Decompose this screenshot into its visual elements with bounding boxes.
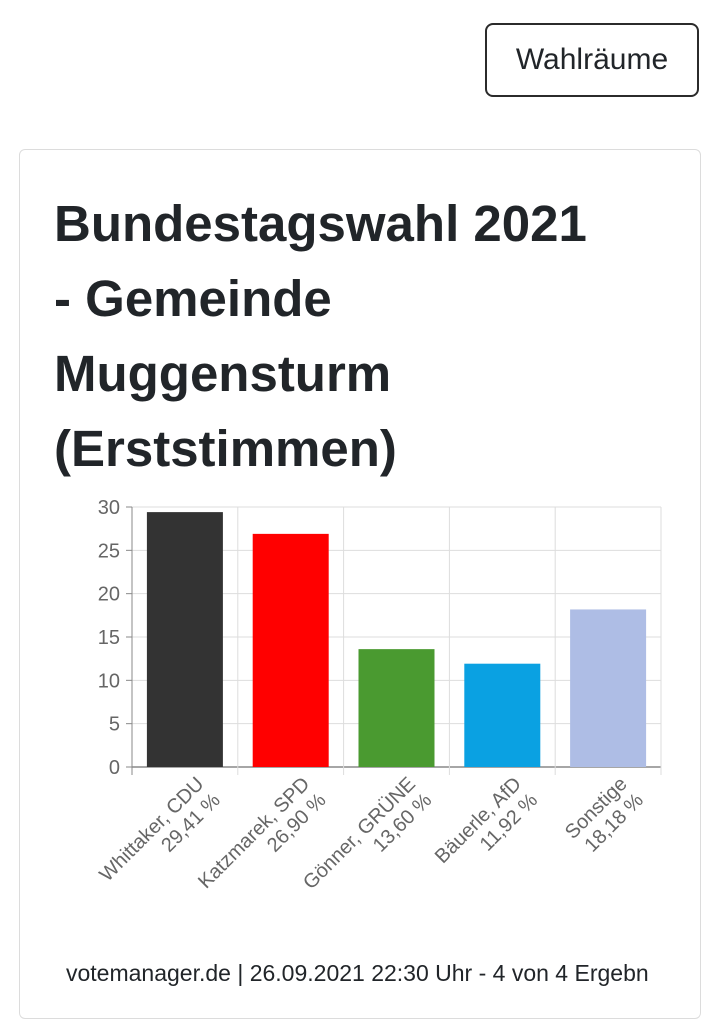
bar <box>464 663 541 767</box>
title-line-3: Muggensturm <box>54 345 392 402</box>
wahlraeume-button[interactable]: Wahlräume <box>485 23 699 97</box>
results-card: Bundestagswahl 2021 - Gemeinde Muggenstu… <box>19 149 701 1019</box>
y-tick-label: 20 <box>98 584 120 606</box>
y-tick-label: 5 <box>109 714 120 736</box>
x-tick-label: Bäuerle, AfD11,92 % <box>431 773 542 884</box>
bar <box>358 649 435 767</box>
x-tick-label: Gönner, GRÜNE13,60 % <box>299 773 436 910</box>
title-line-2: - Gemeinde <box>54 270 332 327</box>
chart-bars <box>146 512 647 767</box>
y-tick-label: 10 <box>98 670 120 692</box>
title-line-1: Bundestagswahl 2021 <box>54 195 587 252</box>
bar <box>252 533 329 767</box>
x-tick-label: Sonstige18,18 % <box>561 773 648 860</box>
bar <box>570 609 647 767</box>
y-tick-label: 0 <box>109 757 120 779</box>
source-footer: votemanager.de | 26.09.2021 22:30 Uhr - … <box>66 960 649 986</box>
chart-title: Bundestagswahl 2021 - Gemeinde Muggenstu… <box>54 186 684 486</box>
y-tick-label: 30 <box>98 497 120 519</box>
chart-axes <box>126 506 132 768</box>
bar <box>146 512 223 767</box>
title-line-4: (Erststimmen) <box>54 420 397 477</box>
y-tick-label: 25 <box>98 540 120 562</box>
y-tick-label: 15 <box>98 627 120 649</box>
